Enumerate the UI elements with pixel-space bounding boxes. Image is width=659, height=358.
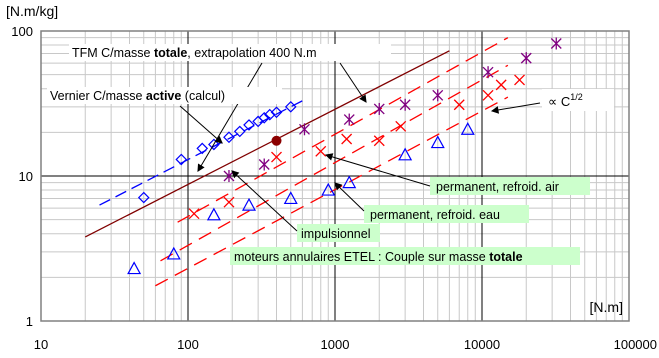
x-marker bbox=[315, 145, 327, 157]
asterisk-marker bbox=[520, 52, 532, 65]
triangle-marker bbox=[206, 207, 221, 221]
asterisk-marker bbox=[373, 102, 385, 115]
sqrt-arrow bbox=[490, 102, 541, 114]
asterisk-marker bbox=[299, 123, 310, 136]
triangle-marker bbox=[398, 147, 413, 161]
tfm-label: TFM C/masse totale, extrapolation 400 N.… bbox=[72, 46, 317, 60]
trend-line bbox=[177, 37, 509, 223]
diamond-marker bbox=[243, 119, 255, 131]
etel-label-bg bbox=[230, 247, 580, 265]
triangle-marker bbox=[283, 191, 298, 205]
x-marker bbox=[482, 89, 494, 101]
data-points bbox=[127, 37, 562, 275]
asterisk-marker bbox=[399, 98, 411, 111]
triangle-marker bbox=[166, 246, 181, 260]
diamond-marker bbox=[263, 108, 276, 121]
diamond-marker bbox=[196, 142, 209, 155]
dot-marker bbox=[271, 135, 282, 146]
triangle-marker bbox=[321, 182, 336, 196]
asterisk-marker bbox=[258, 158, 270, 171]
sqrt-label-bg bbox=[542, 89, 614, 111]
x-tick-label: 100 bbox=[177, 337, 199, 352]
trend-line bbox=[160, 64, 509, 262]
triangle-marker bbox=[430, 135, 445, 149]
x-marker bbox=[341, 133, 353, 145]
y-axis-label: [N.m/kg] bbox=[6, 3, 58, 19]
x-marker bbox=[271, 151, 282, 163]
x-tick-label: 10 bbox=[34, 337, 48, 352]
etel-label: moteurs annulaires ETEL : Couple sur mas… bbox=[234, 250, 523, 264]
diamond-marker bbox=[258, 111, 271, 124]
eau-label-bg bbox=[364, 205, 529, 223]
diamond-marker bbox=[137, 191, 150, 204]
annotations: TFM C/masse totale, extrapolation 400 N.… bbox=[47, 44, 614, 265]
asterisk-marker bbox=[343, 113, 355, 126]
tfm-arrow bbox=[339, 62, 367, 103]
x-axis-label: [N.m] bbox=[590, 299, 623, 315]
vernier-arrow bbox=[179, 105, 223, 144]
y-tick-label: 1 bbox=[26, 314, 33, 329]
diamond-marker bbox=[208, 138, 220, 151]
air-label-bg bbox=[430, 177, 590, 195]
asterisk-marker bbox=[432, 89, 444, 102]
triangle-marker bbox=[460, 122, 475, 135]
x-marker bbox=[223, 196, 235, 208]
diamond-marker bbox=[270, 106, 283, 119]
x-marker bbox=[373, 135, 385, 147]
y-tick-label: 10 bbox=[19, 169, 33, 184]
vernier-label: Vernier C/masse active (calcul) bbox=[50, 89, 225, 103]
x-tick-label: 1000 bbox=[321, 337, 350, 352]
diamond-marker bbox=[284, 100, 297, 113]
air-label: permanent, refroid. air bbox=[436, 180, 559, 194]
asterisk-marker bbox=[482, 66, 494, 79]
x-tick-label: 100000 bbox=[614, 337, 657, 352]
impulsionnel-label: impulsionnel bbox=[301, 227, 370, 241]
x-marker bbox=[395, 120, 407, 132]
sqrt-label: ∝ C1/2 bbox=[548, 92, 583, 109]
y-tick-label: 100 bbox=[11, 24, 33, 39]
tfm-label-bg bbox=[69, 44, 391, 61]
x-tick-label: 10000 bbox=[464, 337, 500, 352]
diamond-marker bbox=[175, 153, 188, 166]
air-arrow bbox=[324, 153, 431, 187]
triangle-marker bbox=[342, 175, 357, 189]
impulsionnel-arrow bbox=[231, 170, 298, 232]
triangle-marker bbox=[241, 197, 257, 211]
trend-line bbox=[84, 50, 450, 238]
diamond-marker bbox=[223, 131, 235, 144]
x-marker bbox=[188, 208, 200, 220]
asterisk-marker bbox=[550, 37, 562, 50]
eau-label: permanent, refroid. eau bbox=[370, 208, 500, 222]
impulsionnel-label-bg bbox=[297, 224, 380, 242]
triangle-marker bbox=[127, 261, 142, 275]
x-marker bbox=[514, 74, 525, 86]
plot-frame bbox=[40, 30, 630, 322]
x-marker bbox=[495, 79, 507, 91]
x-marker bbox=[453, 99, 465, 111]
grid bbox=[40, 30, 630, 322]
tfm-arrow bbox=[197, 62, 263, 172]
vernier-label-bg bbox=[47, 87, 282, 104]
eau-arrow bbox=[334, 182, 365, 212]
diamond-marker bbox=[233, 125, 246, 138]
